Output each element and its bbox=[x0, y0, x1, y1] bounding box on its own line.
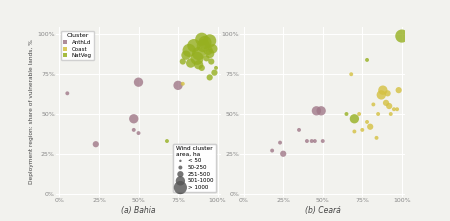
Point bbox=[185, 49, 193, 52]
Point bbox=[204, 49, 212, 52]
Point bbox=[367, 125, 374, 128]
Point bbox=[135, 80, 142, 84]
Point bbox=[398, 34, 405, 38]
Point bbox=[386, 104, 393, 108]
Point bbox=[130, 128, 137, 132]
Point bbox=[200, 44, 207, 47]
Point bbox=[318, 109, 325, 112]
Point bbox=[201, 41, 208, 44]
X-axis label: (b) Ceará: (b) Ceará bbox=[305, 206, 341, 215]
Point bbox=[347, 72, 355, 76]
Point bbox=[195, 63, 202, 67]
Point bbox=[387, 112, 394, 116]
Point bbox=[279, 152, 287, 156]
Point bbox=[64, 91, 71, 95]
Point bbox=[370, 103, 377, 106]
Point bbox=[211, 71, 218, 74]
Point bbox=[395, 88, 402, 92]
Legend: < 50, 50-250, 251-500, 501-1000, > 1000: < 50, 50-250, 251-500, 501-1000, > 1000 bbox=[173, 144, 216, 192]
Point bbox=[92, 143, 99, 146]
Point bbox=[313, 109, 320, 112]
Point bbox=[379, 88, 387, 92]
Point bbox=[194, 57, 201, 60]
Point bbox=[209, 47, 216, 51]
Y-axis label: Deployment region: share of vulnerable lands, %: Deployment region: share of vulnerable l… bbox=[29, 39, 35, 184]
Point bbox=[187, 61, 194, 65]
Point bbox=[390, 107, 397, 111]
Point bbox=[207, 60, 215, 63]
Point bbox=[179, 82, 186, 86]
Point bbox=[175, 84, 182, 87]
Point bbox=[206, 76, 213, 79]
Point bbox=[198, 38, 205, 41]
Point bbox=[163, 139, 171, 143]
Point bbox=[135, 131, 142, 135]
Point bbox=[384, 91, 391, 95]
Point bbox=[269, 149, 276, 152]
Point bbox=[276, 141, 284, 144]
Point bbox=[393, 107, 400, 111]
Point bbox=[364, 120, 371, 124]
Point bbox=[212, 66, 220, 70]
Point bbox=[308, 139, 315, 143]
Point bbox=[130, 117, 137, 120]
Point bbox=[378, 93, 385, 97]
Point bbox=[319, 139, 326, 143]
Point bbox=[303, 139, 310, 143]
X-axis label: (a) Bahia: (a) Bahia bbox=[121, 206, 156, 215]
Point bbox=[206, 52, 213, 55]
Point bbox=[195, 52, 202, 55]
Point bbox=[198, 66, 205, 70]
Point bbox=[382, 101, 390, 105]
Point bbox=[351, 130, 358, 133]
Point bbox=[182, 53, 189, 57]
Point bbox=[311, 139, 319, 143]
Point bbox=[179, 60, 186, 63]
Point bbox=[190, 44, 198, 47]
Point bbox=[206, 39, 213, 43]
Point bbox=[373, 136, 380, 140]
Point bbox=[295, 128, 302, 132]
Point bbox=[359, 128, 366, 132]
Point bbox=[351, 117, 358, 120]
Point bbox=[203, 57, 210, 60]
Point bbox=[356, 112, 363, 116]
Point bbox=[374, 112, 382, 116]
Point bbox=[364, 58, 371, 62]
Point bbox=[343, 112, 350, 116]
